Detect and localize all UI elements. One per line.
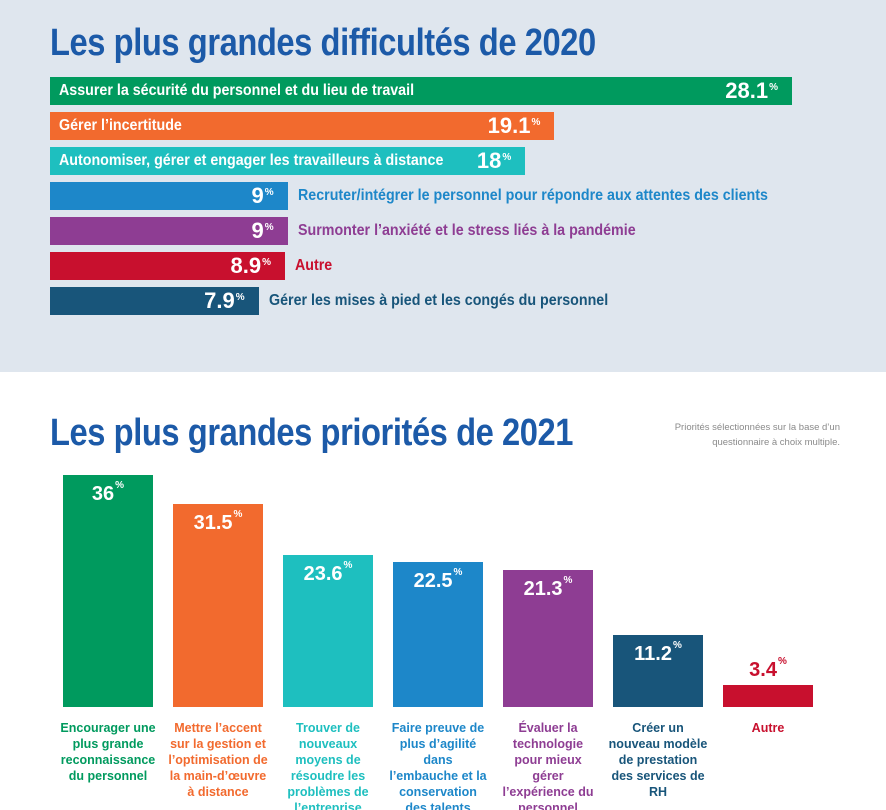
difficulty-category-label: Surmonter l’anxiété et le stress liés à … bbox=[297, 222, 636, 239]
difficulty-bar bbox=[50, 147, 526, 175]
priority-value-label: 3.4% bbox=[749, 656, 787, 682]
priority-bar bbox=[723, 685, 813, 707]
difficulty-category-label: Autre bbox=[295, 257, 333, 274]
difficulty-category-label: Gérer les mises à pied et les congés du … bbox=[268, 292, 608, 309]
priority-bar bbox=[503, 569, 593, 707]
priority-value-label: 21.3% bbox=[523, 574, 573, 600]
priority-value-label: 22.5% bbox=[413, 567, 463, 592]
priority-bar bbox=[393, 562, 483, 707]
priority-bar bbox=[613, 634, 703, 707]
difficulty-bar bbox=[50, 182, 288, 210]
priority-category-label: Évaluer la technologie pour mieux gérer … bbox=[502, 721, 594, 810]
difficulty-value-label: 28.1% bbox=[725, 78, 778, 103]
priority-category-label: Trouver de nouveaux moyens de résoudre l… bbox=[287, 721, 369, 810]
difficulty-bar bbox=[50, 217, 288, 245]
difficulty-bar bbox=[50, 77, 792, 105]
priority-value-label: 11.2% bbox=[634, 639, 682, 665]
difficulty-category-label: Recruter/intégrer le personnel pour répo… bbox=[297, 187, 768, 204]
chart-title-2020: Les plus grandes difficultés de 2020 bbox=[50, 22, 596, 64]
priority-bar bbox=[173, 504, 263, 707]
difficulty-value-label: 7.9% bbox=[204, 288, 245, 313]
priority-bar bbox=[63, 475, 153, 707]
difficulty-value-label: 18% bbox=[476, 148, 512, 173]
difficulty-bar bbox=[50, 112, 555, 140]
difficulty-value-label: 9% bbox=[251, 218, 274, 243]
difficulty-value-label: 9% bbox=[251, 183, 274, 208]
priority-category-label: Autre bbox=[751, 721, 785, 735]
priority-category-label: Faire preuve de plus d’agilité dans l’em… bbox=[389, 721, 487, 810]
chart-title-2021: Les plus grandes priorités de 2021 bbox=[50, 412, 574, 454]
priority-category-label: Mettre l’accent sur la gestion et l’opti… bbox=[168, 721, 268, 799]
difficulty-category-label: Autonomiser, gérer et engager les travai… bbox=[59, 152, 444, 169]
priority-value-label: 36% bbox=[91, 480, 125, 505]
difficulty-category-label: Assurer la sécurité du personnel et du l… bbox=[59, 82, 415, 99]
priority-value-label: 23.6% bbox=[303, 559, 353, 585]
difficulty-value-label: 8.9% bbox=[230, 253, 272, 278]
priority-bar bbox=[283, 554, 373, 707]
difficulty-category-label: Gérer l’incertitude bbox=[59, 117, 182, 134]
difficulty-bar bbox=[50, 252, 285, 280]
priority-category-label: Créer un nouveau modèle de prestation de… bbox=[608, 721, 708, 799]
difficulty-value-label: 19.1% bbox=[487, 113, 541, 138]
priority-value-label: 31.5% bbox=[193, 509, 243, 534]
chart-note: Priorités sélectionnées sur la base d’un… bbox=[674, 422, 840, 448]
priority-category-label: Encourager une plus grande reconnaissanc… bbox=[60, 721, 156, 783]
difficulty-bar bbox=[50, 287, 259, 315]
